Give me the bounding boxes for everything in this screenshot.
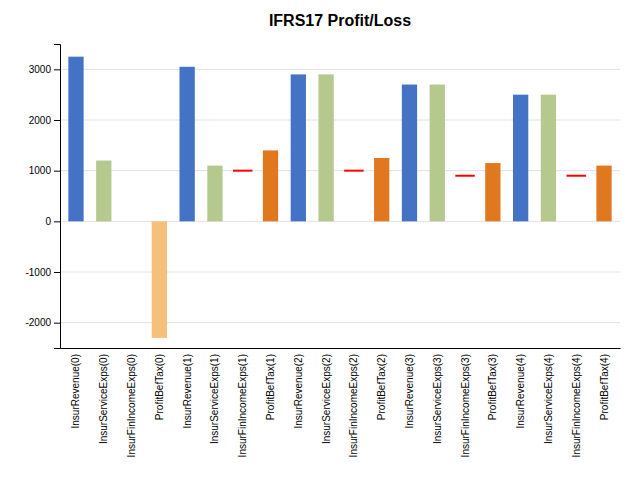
x-tick-label: InsurFinIncomeExps(0): [126, 354, 137, 457]
bar: [207, 166, 222, 222]
x-tick: InsurRevenue(0): [70, 354, 81, 428]
bar: [513, 95, 528, 222]
bar: [180, 67, 195, 222]
x-tick: InsurServiceExps(4): [543, 354, 554, 444]
series-1: [233, 171, 586, 176]
x-tick-label: InsurServiceExps(1): [209, 354, 220, 444]
x-tick-label: InsurRevenue(3): [404, 354, 415, 428]
grid-line: [60, 120, 620, 121]
plot: -2000-10000100020003000InsurRevenue(0)In…: [25, 45, 620, 458]
chart-svg: -2000-10000100020003000InsurRevenue(0)In…: [0, 0, 640, 480]
x-tick-label: ProfitBefTax(1): [265, 354, 276, 420]
x-tick-label: ProfitBefTax(3): [487, 354, 498, 420]
x-tick-label: InsurFinIncomeExps(2): [348, 354, 359, 457]
bar: [402, 85, 417, 222]
x-tick: ProfitBefTax(2): [376, 354, 387, 420]
bar: [430, 85, 445, 222]
series-0: [68, 57, 611, 338]
y-axis: -2000 -1000 0 1000 2000 3000: [25, 45, 60, 349]
x-tick: InsurServiceExps(3): [432, 354, 443, 444]
x-tick: ProfitBefTax(1): [265, 354, 276, 420]
y-tick: 1000: [29, 165, 60, 176]
y-tick-label: -2000: [25, 317, 51, 328]
dash-marker: [344, 170, 363, 172]
x-tick-label: InsurServiceExps(0): [98, 354, 109, 444]
title: IFRS17 Profit/Loss: [269, 12, 411, 29]
x-tick-label: InsurServiceExps(3): [432, 354, 443, 444]
grid-line: [60, 170, 620, 171]
bar: [596, 166, 611, 222]
dash-marker: [567, 175, 586, 177]
y-tick: 2000: [29, 115, 60, 126]
x-axis-line: [61, 348, 621, 349]
x-tick: InsurFinIncomeExps(1): [237, 354, 248, 457]
y-tick: 0: [45, 216, 60, 227]
x-tick-label: InsurRevenue(4): [515, 354, 526, 428]
marks: [68, 57, 611, 338]
y-tick-mark: [54, 221, 60, 222]
x-tick-label: InsurFinIncomeExps(1): [237, 354, 248, 457]
x-tick-label: InsurFinIncomeExps(4): [571, 354, 582, 457]
y-tick-mark: [54, 171, 60, 172]
x-tick-label: ProfitBefTax(0): [154, 354, 165, 420]
dash-marker: [455, 175, 474, 177]
bar: [485, 163, 500, 221]
x-tick-label: InsurRevenue(0): [70, 354, 81, 428]
x-axis: InsurRevenue(0) InsurServiceExps(0) InsurF…: [61, 349, 621, 458]
y-tick-label: 3000: [29, 64, 52, 75]
y-tick-label: 1000: [29, 165, 52, 176]
y-axis-line: [54, 45, 61, 349]
y-tick-mark: [54, 323, 60, 324]
y-tick-mark: [54, 120, 60, 121]
y-tick: -1000: [25, 267, 60, 278]
x-tick-label: ProfitBefTax(4): [599, 354, 610, 420]
y-tick-label: -1000: [25, 267, 51, 278]
bar: [96, 161, 111, 222]
y-tick-mark: [54, 272, 60, 273]
x-tick: InsurRevenue(1): [182, 354, 193, 428]
x-tick-label: InsurServiceExps(4): [543, 354, 554, 444]
x-tick: InsurFinIncomeExps(4): [571, 354, 582, 457]
chart-container: -2000-10000100020003000InsurRevenue(0)In…: [0, 0, 640, 480]
grid-line: [60, 221, 620, 222]
bar: [263, 150, 278, 221]
grid-line: [60, 272, 620, 273]
x-tick: ProfitBefTax(3): [487, 354, 498, 420]
x-tick: InsurFinIncomeExps(0): [126, 354, 137, 457]
y-tick: -2000: [25, 317, 60, 328]
x-tick-label: InsurFinIncomeExps(3): [460, 354, 471, 457]
bar: [318, 74, 333, 221]
x-tick: InsurRevenue(2): [293, 354, 304, 428]
x-tick-label: ProfitBefTax(2): [376, 354, 387, 420]
x-tick: InsurServiceExps(0): [98, 354, 109, 444]
bar: [152, 221, 167, 338]
x-tick: InsurFinIncomeExps(3): [460, 354, 471, 457]
x-tick: InsurRevenue(4): [515, 354, 526, 428]
x-tick: InsurServiceExps(2): [321, 354, 332, 444]
bar: [374, 158, 389, 221]
x-tick-label: InsurRevenue(1): [182, 354, 193, 428]
grid-line: [60, 322, 620, 323]
x-tick: InsurServiceExps(1): [209, 354, 220, 444]
bar: [68, 57, 83, 222]
y-tick-label: 2000: [29, 115, 52, 126]
x-tick-label: InsurRevenue(2): [293, 354, 304, 428]
x-tick: InsurFinIncomeExps(2): [348, 354, 359, 457]
x-tick-label: InsurServiceExps(2): [321, 354, 332, 444]
x-tick: ProfitBefTax(0): [154, 354, 165, 420]
y-tick-mark: [54, 69, 60, 70]
y-tick-label: 0: [45, 216, 51, 227]
dash-marker: [233, 170, 252, 172]
bar: [291, 74, 306, 221]
x-tick: InsurRevenue(3): [404, 354, 415, 428]
x-tick: ProfitBefTax(4): [599, 354, 610, 420]
bar: [541, 95, 556, 222]
grid-line: [60, 69, 620, 70]
grid: [60, 69, 620, 322]
y-tick: 3000: [29, 64, 60, 75]
